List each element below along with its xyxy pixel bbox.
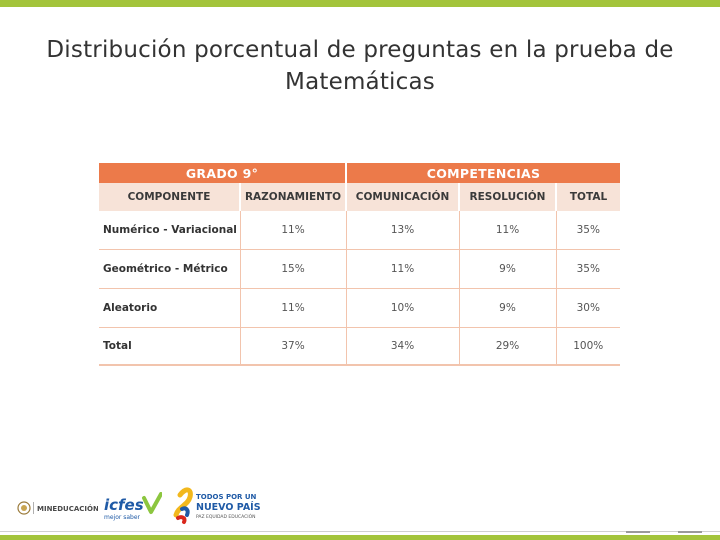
svg-text:icfes: icfes (104, 496, 144, 514)
top-accent-bar (0, 0, 720, 7)
row-label: Total (99, 327, 241, 366)
svg-text:TODOS POR UN: TODOS POR UN (196, 493, 257, 501)
footer-divider (0, 531, 720, 532)
column-header-comunicacion: COMUNICACIÓN (346, 183, 461, 211)
svg-text:NUEVO PAÍS: NUEVO PAÍS (196, 501, 260, 513)
distribution-table: GRADO 9° COMPETENCIAS COMPONENTE RAZONAM… (99, 163, 621, 366)
cell-total: 35% (556, 249, 621, 289)
table-row: Geométrico - Métrico 15% 11% 9% 35% (99, 249, 621, 289)
svg-text:mejor saber: mejor saber (104, 514, 141, 521)
table-row-total: Total 37% 34% 29% 100% (99, 327, 621, 366)
column-header-razonamiento: RAZONAMIENTO (240, 183, 348, 211)
slide-title: Distribución porcentual de preguntas en … (40, 34, 680, 98)
cell-comunicacion: 10% (346, 288, 460, 328)
footer-marks (626, 531, 702, 533)
bottom-accent-bar (0, 535, 720, 540)
row-label: Aleatorio (99, 288, 241, 328)
slide-title-line-2: Matemáticas (285, 69, 435, 95)
svg-text:PAZ EQUIDAD EDUCACIÓN: PAZ EQUIDAD EDUCACIÓN (196, 513, 256, 520)
cell-resolucion: 9% (459, 288, 557, 328)
row-label: Numérico - Variacional (99, 211, 241, 250)
cell-resolucion: 9% (459, 249, 557, 289)
column-header-resolucion: RESOLUCIÓN (459, 183, 558, 211)
slide-title-line-1: Distribución porcentual de preguntas en … (46, 37, 674, 63)
column-header-componente: COMPONENTE (99, 183, 241, 211)
table-row: Numérico - Variacional 11% 13% 11% 35% (99, 211, 621, 250)
nuevo-pais-logo: TODOS POR UN NUEVO PAÍS PAZ EQUIDAD EDUC… (173, 487, 260, 524)
cell-resolucion: 11% (459, 211, 557, 250)
icfes-logo: icfes mejor saber (104, 492, 162, 521)
cell-total: 35% (556, 211, 621, 250)
mineducacion-logo: MINEDUCACIÓN (17, 501, 98, 515)
svg-text:MINEDUCACIÓN: MINEDUCACIÓN (37, 504, 98, 513)
cell-comunicacion: 34% (346, 327, 460, 366)
table-header-row: GRADO 9° COMPETENCIAS (99, 163, 621, 183)
row-label: Geométrico - Métrico (99, 249, 241, 289)
cell-razonamiento: 37% (240, 327, 347, 366)
grade-header: GRADO 9° (99, 163, 348, 183)
competencias-header: COMPETENCIAS (346, 163, 621, 183)
cell-comunicacion: 13% (346, 211, 460, 250)
cell-razonamiento: 15% (240, 249, 347, 289)
cell-comunicacion: 11% (346, 249, 460, 289)
cell-razonamiento: 11% (240, 211, 347, 250)
table-row: Aleatorio 11% 10% 9% 30% (99, 288, 621, 328)
cell-razonamiento: 11% (240, 288, 347, 328)
column-header-row: COMPONENTE RAZONAMIENTO COMUNICACIÓN RES… (99, 183, 621, 211)
cell-total: 30% (556, 288, 621, 328)
cell-total: 100% (556, 327, 621, 366)
column-header-total: TOTAL (556, 183, 621, 211)
cell-resolucion: 29% (459, 327, 557, 366)
